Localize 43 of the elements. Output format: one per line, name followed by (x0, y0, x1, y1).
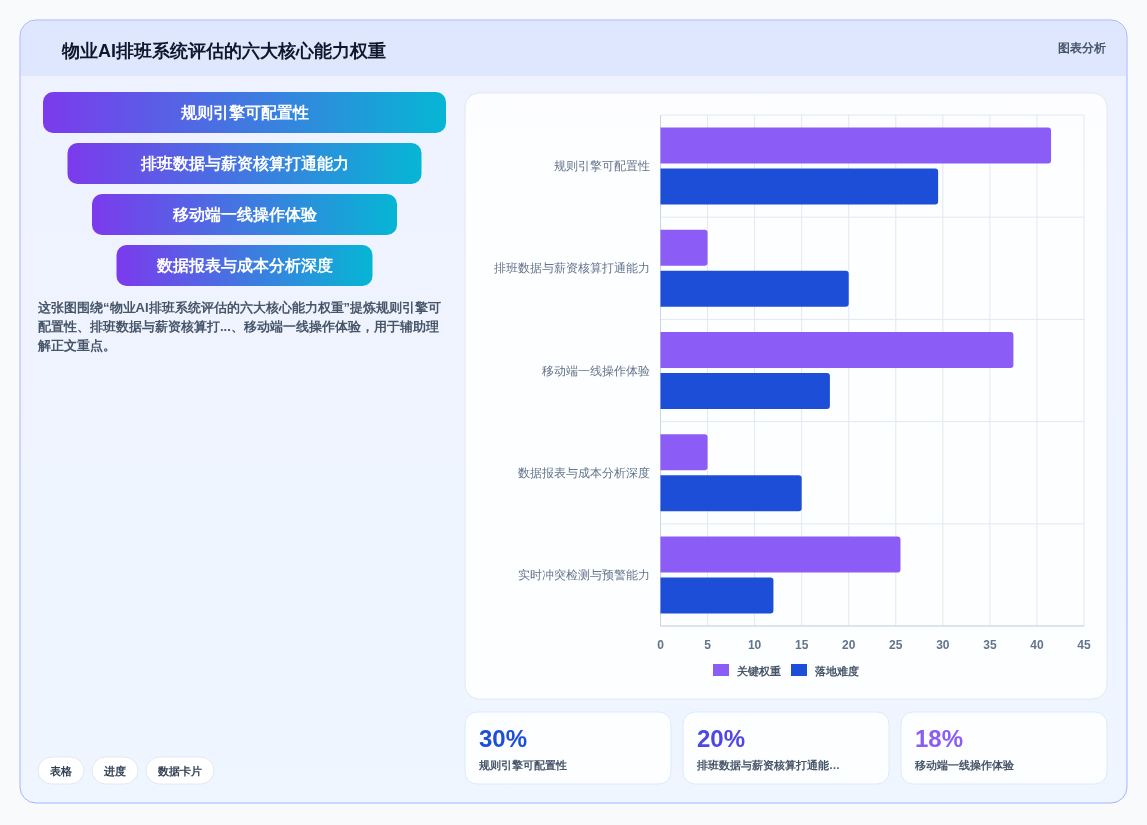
bar (660, 475, 802, 512)
x-tick-label: 35 (983, 638, 997, 652)
text: 20% (697, 725, 746, 752)
category-label: 排班数据与薪资核算打通能力 (139, 155, 349, 172)
text: 30% (479, 725, 528, 752)
category-label: 数据报表与成本分析深度 (155, 256, 333, 274)
text: 图表分析 (1058, 41, 1106, 55)
legend-label: 关键权重 (736, 665, 781, 677)
category-label: 移动端一线操作体验 (171, 206, 318, 223)
text: 进度 (103, 765, 126, 777)
x-tick-label: 10 (747, 638, 762, 652)
category-label: 规则引擎可配置性 (478, 759, 567, 771)
x-tick-label: 25 (889, 638, 903, 652)
x-tick-label: 45 (1077, 638, 1091, 652)
text: 物业AI排班系统评估的六大核心能力权重 (61, 41, 386, 61)
x-tick-label: 20 (842, 638, 856, 652)
bar (660, 127, 1052, 164)
bar (660, 168, 939, 205)
category-label: 移动端一线操作体验 (914, 759, 1015, 771)
y-tick-label: 排班数据与薪资核算打通能力 (493, 261, 650, 276)
x-tick-label: 15 (794, 638, 809, 652)
bar (660, 577, 774, 614)
bar (660, 373, 830, 409)
bar (660, 434, 708, 471)
x-tick-label: 0 (657, 638, 665, 652)
x-tick-label: 40 (1030, 638, 1044, 652)
text: 数据卡片 (157, 765, 202, 777)
legend-label: 落地难度 (814, 665, 859, 677)
x-tick-label: 30 (936, 638, 950, 652)
x-tick-label: 5 (704, 638, 712, 652)
bar (660, 332, 1014, 368)
y-tick-label: 数据报表与成本分析深度 (517, 465, 650, 480)
text: 表格 (49, 765, 73, 777)
text: 18% (915, 725, 964, 752)
category-label: 排班数据与薪资核算打通能… (696, 759, 840, 771)
bar (660, 270, 849, 307)
bar (660, 536, 901, 573)
y-tick-label: 规则引擎可配置性 (553, 159, 650, 174)
text: 这张图围绕“物业AI排班系统评估的六大核心能力权重”提炼规则引擎可配置性、排班数据与薪资核算打...、移动端一线操作体验，用于辅助理解正文重点。 (37, 300, 441, 353)
category-label: 规则引擎可配置性 (179, 104, 309, 121)
bar (660, 229, 708, 266)
y-tick-label: 移动端一线操作体验 (541, 363, 650, 378)
y-tick-label: 实时冲突检测与预警能力 (517, 567, 650, 582)
